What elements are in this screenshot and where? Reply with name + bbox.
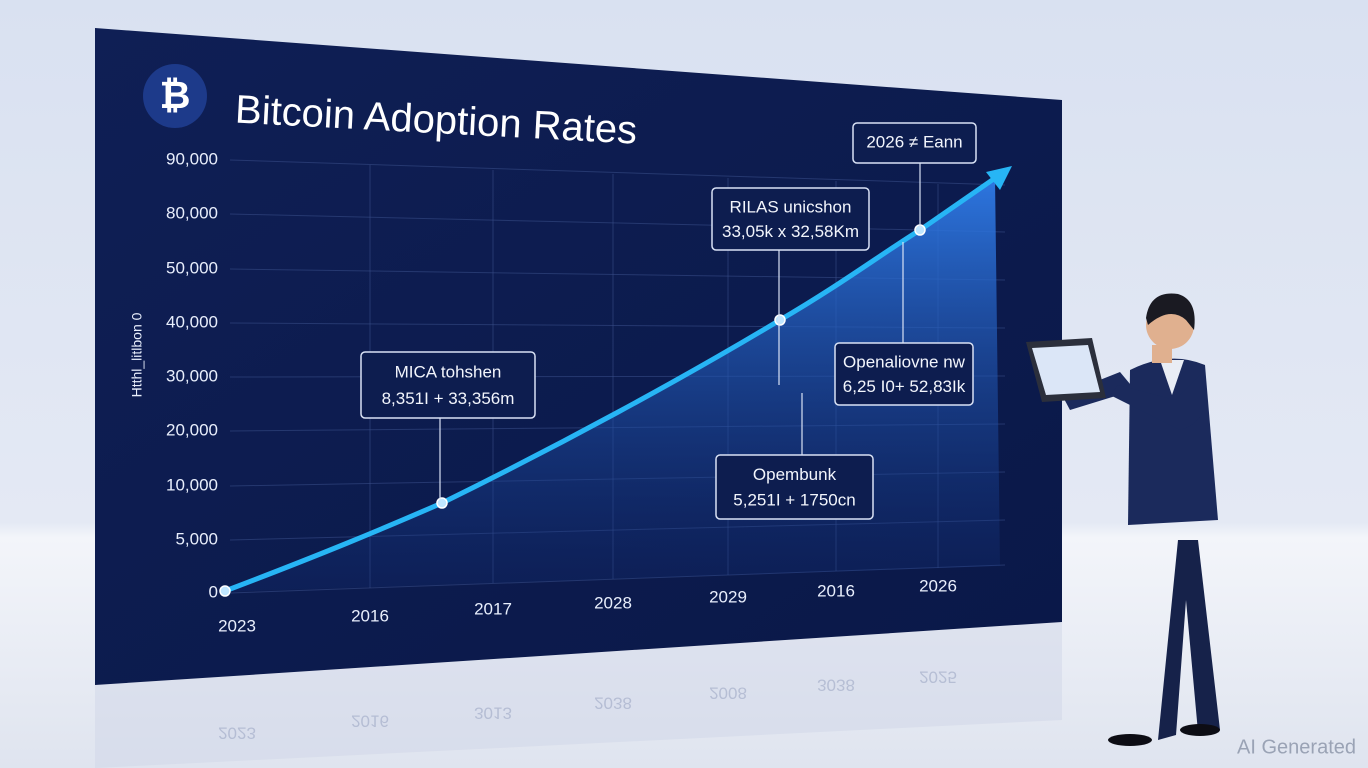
callout-box xyxy=(360,351,536,419)
watermark: AI Generated xyxy=(1237,736,1356,758)
x-label: 2026 xyxy=(919,576,957,595)
y-tick-label: 40,000 xyxy=(166,312,218,331)
y-tick-label: 90,000 xyxy=(166,149,218,168)
y-axis-label: Htthl_litlbon 0 xyxy=(129,312,145,397)
person xyxy=(1026,293,1220,746)
reflection-label: 2008 xyxy=(709,684,747,703)
x-label: 2029 xyxy=(709,587,747,606)
reflection-label: 3038 xyxy=(817,676,855,695)
reflection-label: 3013 xyxy=(474,704,512,723)
x-labels: 2023 2016 2017 2028 2029 2016 2026 xyxy=(218,576,957,635)
callout-title: RILAS unicshon xyxy=(730,197,852,216)
x-label: 2028 xyxy=(594,593,632,612)
callout-value: 33,05k x 32,58Km xyxy=(722,222,859,241)
y-tick-label: 20,000 xyxy=(166,420,218,439)
trend-line xyxy=(224,173,1000,594)
y-tick-label: 10,000 xyxy=(166,475,218,494)
y-tick-label: 80,000 xyxy=(166,203,218,222)
reflection-label: 2023 xyxy=(218,724,256,743)
callout-value: 6,25 I0+ 52,83Ik xyxy=(843,377,966,396)
y-ticks: 90,000 80,000 50,000 40,000 30,000 20,000 10,0… xyxy=(166,149,218,601)
callout-box xyxy=(711,187,870,251)
reflection-label: 2025 xyxy=(919,668,957,687)
callout-title: 2026 ≠ Eann xyxy=(866,132,962,151)
callout-value: 5,251I + 1750cn xyxy=(733,491,855,510)
screen-reflection xyxy=(95,622,1062,768)
callouts: MICA tohshen 8,351I + 33,356m RILAS unicsh… xyxy=(360,122,977,520)
callout-box xyxy=(834,342,974,406)
reflection-label: 2038 xyxy=(594,694,632,713)
callout-box xyxy=(852,122,977,164)
x-label: 2023 xyxy=(218,616,256,635)
y-tick-label: 0 xyxy=(209,582,218,601)
reflection-labels: 2023 2016 3013 2038 2008 3038 2025 xyxy=(218,668,957,743)
y-tick-label: 5,000 xyxy=(175,529,218,548)
x-label: 2016 xyxy=(817,581,855,600)
logo: ₿ xyxy=(160,75,191,117)
logo-circle xyxy=(143,64,207,128)
callout-title: Opembunk xyxy=(753,465,837,484)
callout-value: 8,351I + 33,356m xyxy=(382,389,515,408)
x-label: 2016 xyxy=(351,606,389,625)
y-tick-label: 30,000 xyxy=(166,366,218,385)
points xyxy=(219,224,926,597)
reflection-label: 2016 xyxy=(351,712,389,731)
callout-box xyxy=(715,454,874,520)
arrow-head xyxy=(986,166,1012,190)
leaders xyxy=(439,163,921,500)
y-tick-label: 50,000 xyxy=(166,258,218,277)
callout-title: MICA tohshen xyxy=(395,363,502,382)
callout-title: Openaliovne nw xyxy=(843,352,966,371)
x-label: 2017 xyxy=(474,599,512,618)
